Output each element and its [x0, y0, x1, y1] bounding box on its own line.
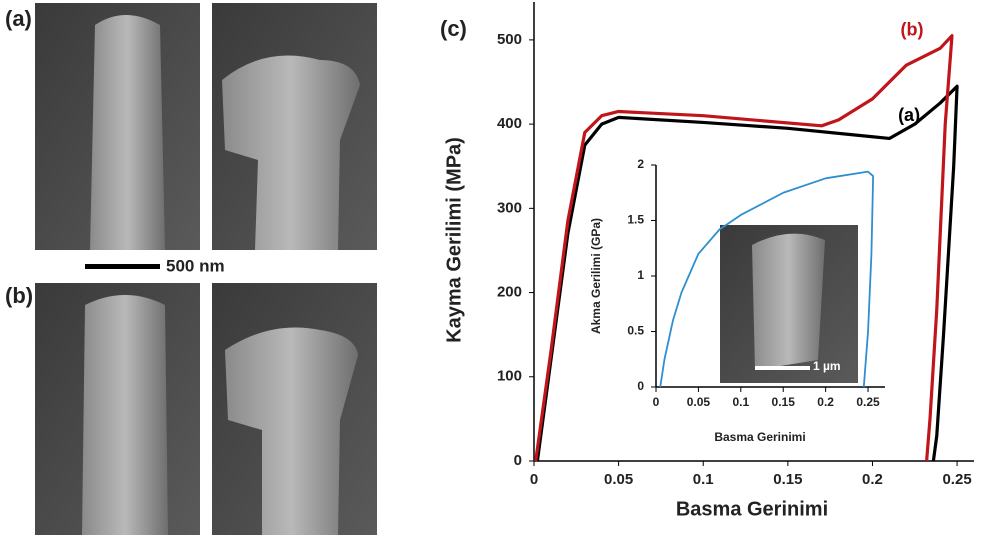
x-tick-label: 0.25: [942, 471, 971, 488]
y-axis-title: Akma Gerilimi (GPa): [589, 218, 603, 334]
x-tick-label: 0.15: [772, 395, 796, 409]
panel-label: (b): [5, 283, 33, 308]
x-axis-title: Basma Gerinimi: [714, 430, 805, 444]
x-tick-label: 0.2: [862, 471, 883, 488]
y-tick-label: 0: [514, 452, 522, 469]
y-tick-label: 300: [497, 199, 522, 216]
panel-label: (a): [5, 6, 32, 31]
panel-label: (c): [440, 16, 467, 41]
series-label: (b): [901, 19, 924, 39]
x-tick-label: 0.25: [856, 395, 880, 409]
series-label: (a): [898, 105, 920, 125]
x-tick-label: 0: [530, 471, 538, 488]
y-tick-label: 100: [497, 368, 522, 385]
figure: (a) (b) 500 nm 010020030040050000.050.10…: [0, 0, 988, 538]
x-tick-label: 0.05: [604, 471, 633, 488]
y-axis-title: Kayma Gerilimi (MPa): [443, 137, 465, 343]
y-tick-label: 1.5: [627, 213, 644, 227]
x-tick-label: 0.15: [773, 471, 802, 488]
y-tick-label: 1: [637, 268, 644, 282]
y-tick-label: 0.5: [627, 324, 644, 338]
x-tick-label: 0.05: [687, 395, 711, 409]
scale-bar-label: 500 nm: [166, 256, 225, 275]
y-tick-label: 0: [637, 379, 644, 393]
x-tick-label: 0.1: [732, 395, 749, 409]
y-tick-label: 500: [497, 31, 522, 48]
x-tick-label: 0.2: [817, 395, 834, 409]
y-tick-label: 2: [637, 157, 644, 171]
y-tick-label: 200: [497, 284, 522, 301]
x-tick-label: 0.1: [693, 471, 714, 488]
y-tick-label: 400: [497, 115, 522, 132]
x-tick-label: 0: [653, 395, 660, 409]
scale-bar-label: 1 µm: [813, 359, 841, 373]
x-axis-title: Basma Gerinimi: [676, 498, 828, 520]
